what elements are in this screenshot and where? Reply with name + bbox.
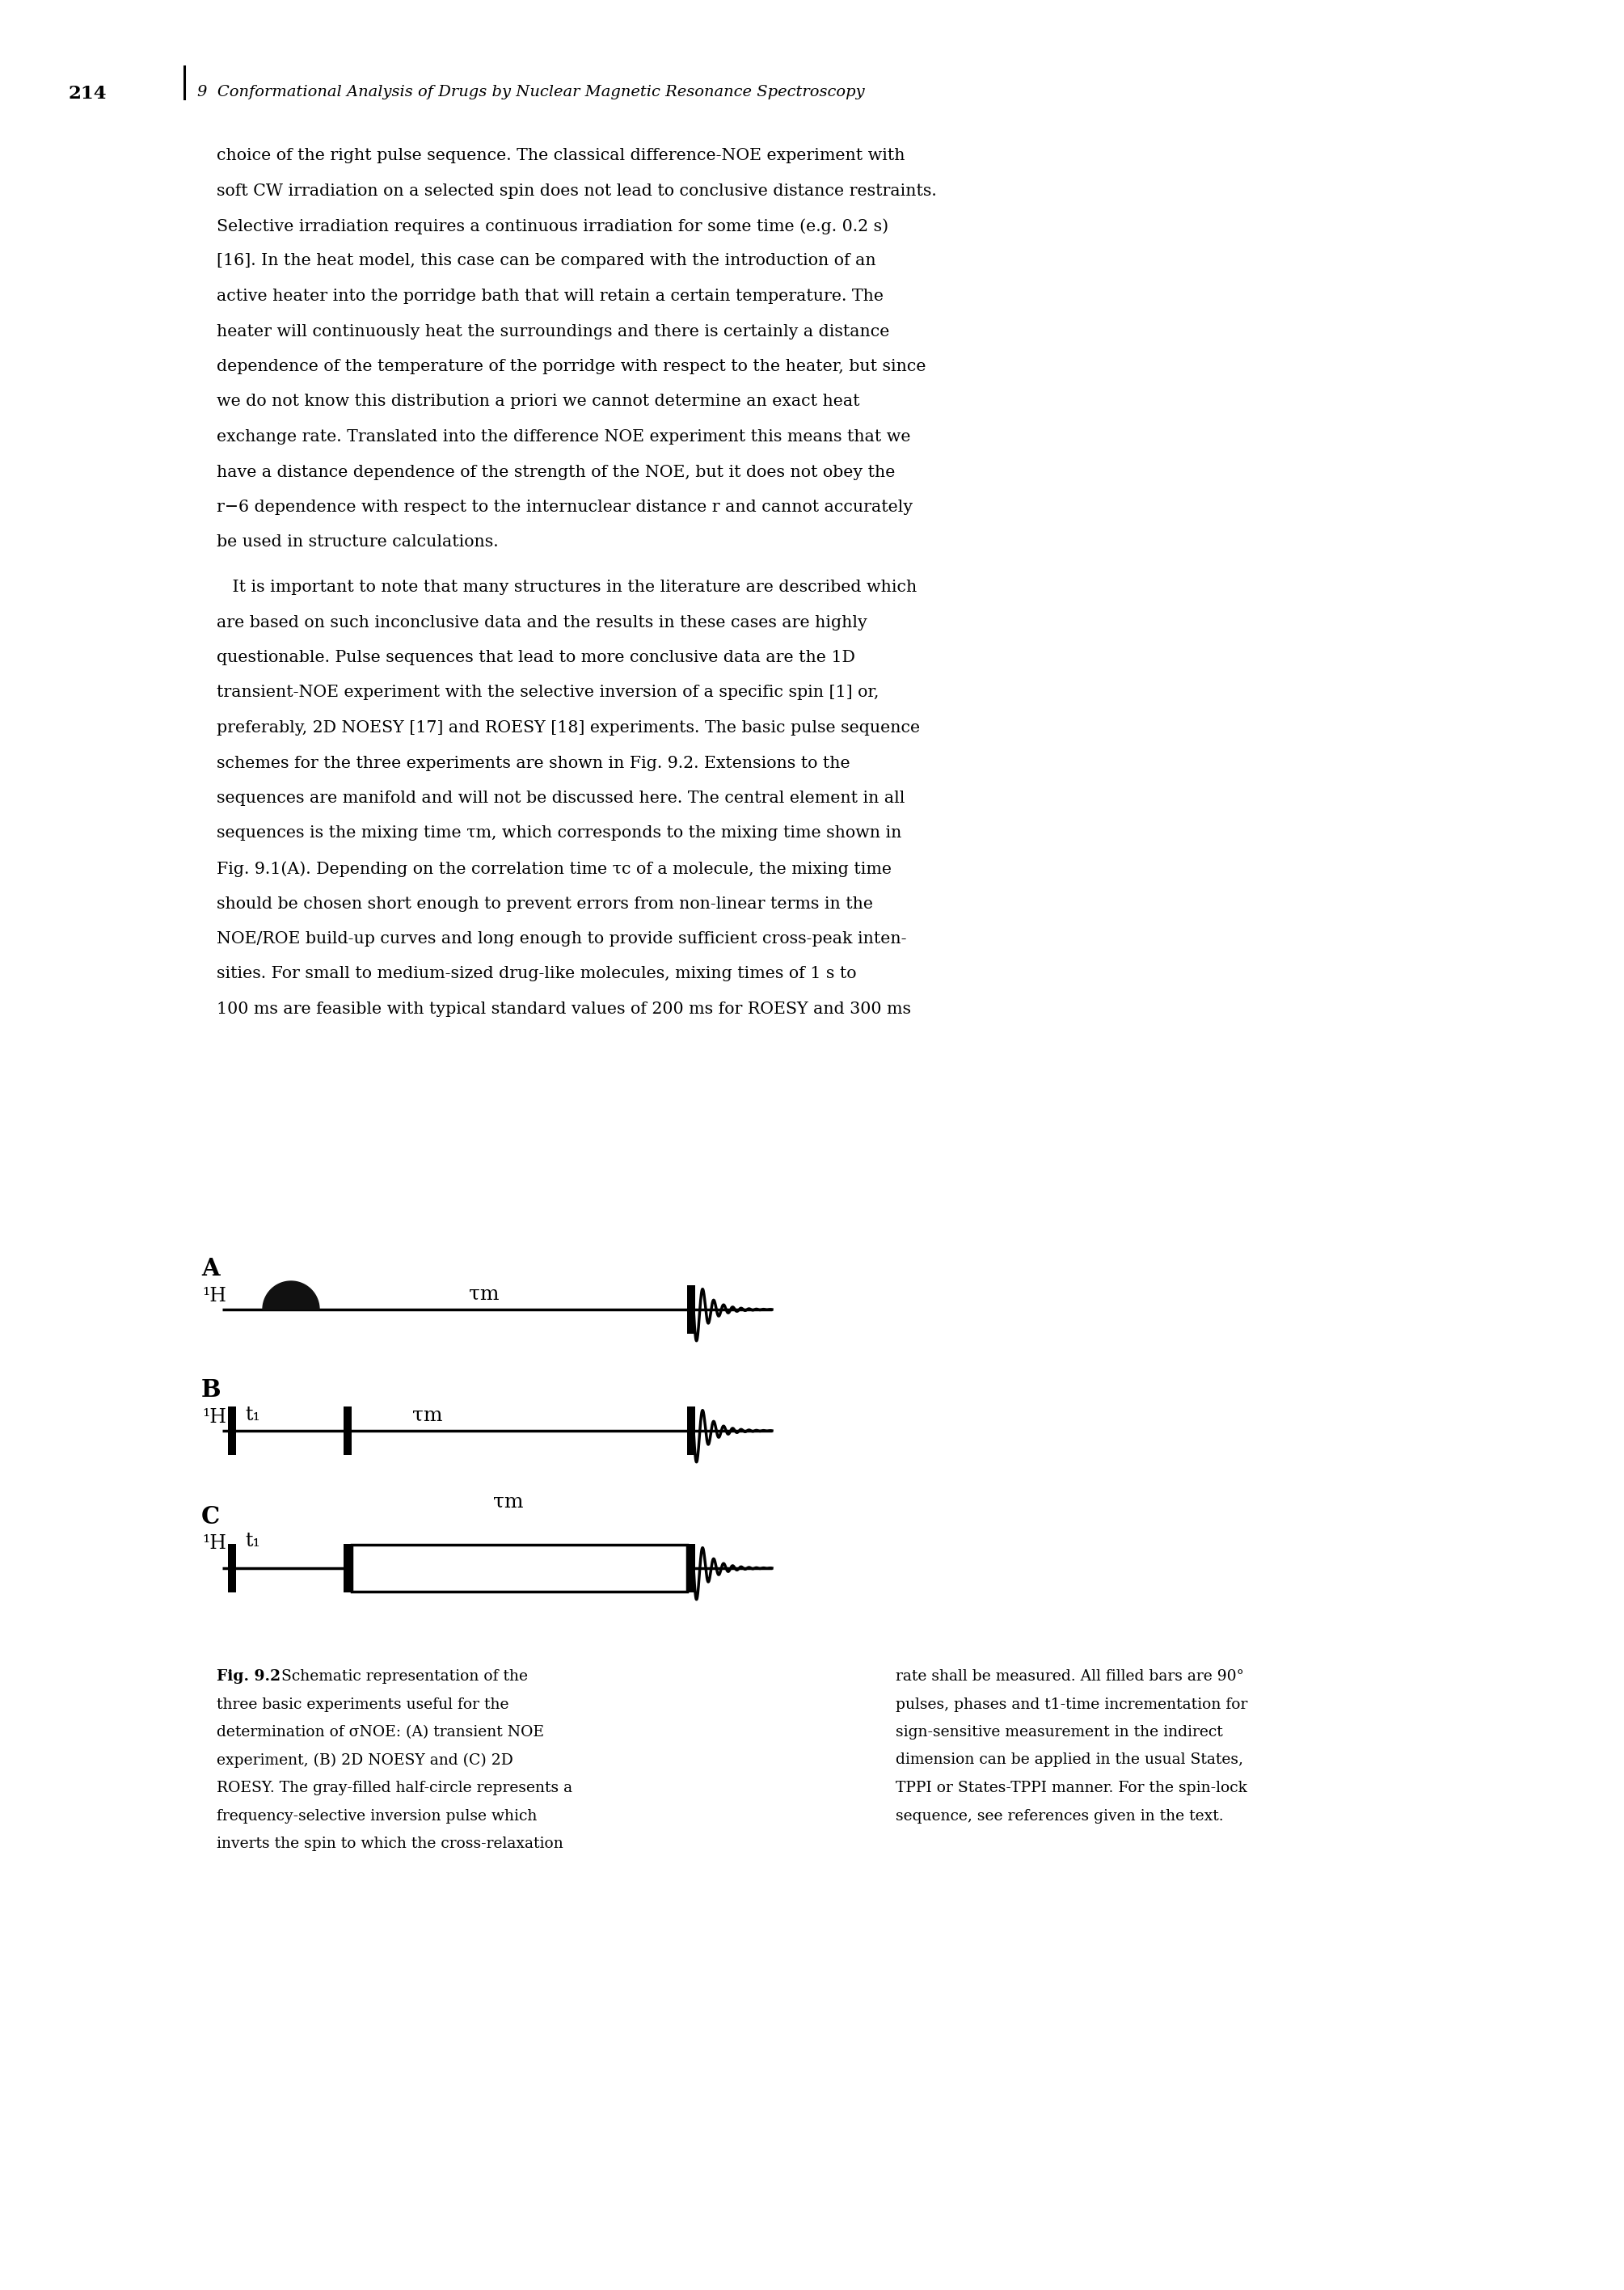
Text: τm: τm <box>469 1285 499 1303</box>
Text: active heater into the porridge bath that will retain a certain temperature. The: active heater into the porridge bath tha… <box>216 289 883 305</box>
Text: determination of σNOE: (A) transient NOE: determination of σNOE: (A) transient NOE <box>216 1724 544 1740</box>
Text: frequency-selective inversion pulse which: frequency-selective inversion pulse whic… <box>216 1809 538 1823</box>
Bar <box>352 1546 687 1592</box>
Text: τm: τm <box>494 1493 523 1511</box>
Text: ¹H: ¹H <box>201 1408 226 1427</box>
Text: C: C <box>201 1505 219 1527</box>
Text: dependence of the temperature of the porridge with respect to the heater, but si: dependence of the temperature of the por… <box>216 360 926 373</box>
Text: TPPI or States-TPPI manner. For the spin-lock: TPPI or States-TPPI manner. For the spin… <box>896 1782 1247 1795</box>
Bar <box>227 1543 235 1592</box>
Text: three basic experiments useful for the: three basic experiments useful for the <box>216 1697 508 1711</box>
Text: Selective irradiation requires a continuous irradiation for some time (e.g. 0.2 : Selective irradiation requires a continu… <box>216 218 888 234</box>
Text: sequence, see references given in the text.: sequence, see references given in the te… <box>896 1809 1223 1823</box>
Text: ¹H: ¹H <box>201 1534 226 1553</box>
Text: dimension can be applied in the usual States,: dimension can be applied in the usual St… <box>896 1752 1244 1768</box>
Text: sign-sensitive measurement in the indirect: sign-sensitive measurement in the indire… <box>896 1724 1223 1740</box>
Text: have a distance dependence of the strength of the NOE, but it does not obey the: have a distance dependence of the streng… <box>216 465 895 479</box>
Text: sequences are manifold and will not be discussed here. The central element in al: sequences are manifold and will not be d… <box>216 790 905 806</box>
Text: t₁: t₁ <box>245 1532 260 1550</box>
Text: schemes for the three experiments are shown in Fig. 9.2. Extensions to the: schemes for the three experiments are sh… <box>216 756 849 772</box>
Text: exchange rate. Translated into the difference NOE experiment this means that we: exchange rate. Translated into the diffe… <box>216 428 911 444</box>
Text: 214: 214 <box>68 85 107 103</box>
Text: τm: τm <box>412 1406 443 1424</box>
Text: Fig. 9.2: Fig. 9.2 <box>216 1669 281 1683</box>
Text: questionable. Pulse sequences that lead to more conclusive data are the 1D: questionable. Pulse sequences that lead … <box>216 650 856 666</box>
Text: 9  Conformational Analysis of Drugs by Nuclear Magnetic Resonance Spectroscopy: 9 Conformational Analysis of Drugs by Nu… <box>197 85 864 98</box>
Text: sities. For small to medium-sized drug-like molecules, mixing times of 1 s to: sities. For small to medium-sized drug-l… <box>216 966 856 982</box>
Text: Fig. 9.1(A). Depending on the correlation time τc of a molecule, the mixing time: Fig. 9.1(A). Depending on the correlatio… <box>216 861 892 877</box>
Text: rate shall be measured. All filled bars are 90°: rate shall be measured. All filled bars … <box>896 1669 1244 1683</box>
Text: soft CW irradiation on a selected spin does not lead to conclusive distance rest: soft CW irradiation on a selected spin d… <box>216 183 937 199</box>
Text: ROESY. The gray-filled half-circle represents a: ROESY. The gray-filled half-circle repre… <box>216 1782 572 1795</box>
Bar <box>687 1406 695 1454</box>
Text: A: A <box>201 1257 219 1280</box>
Text: we do not know this distribution a priori we cannot determine an exact heat: we do not know this distribution a prior… <box>216 394 859 410</box>
Text: Schematic representation of the: Schematic representation of the <box>271 1669 528 1683</box>
Text: 100 ms are feasible with typical standard values of 200 ms for ROESY and 300 ms: 100 ms are feasible with typical standar… <box>216 1001 911 1017</box>
Text: transient-NOE experiment with the selective inversion of a specific spin [1] or,: transient-NOE experiment with the select… <box>216 685 879 701</box>
Text: B: B <box>201 1379 221 1401</box>
Text: heater will continuously heat the surroundings and there is certainly a distance: heater will continuously heat the surrou… <box>216 323 890 339</box>
Polygon shape <box>263 1280 320 1310</box>
Text: ¹H: ¹H <box>201 1287 226 1305</box>
Bar <box>687 1543 695 1592</box>
Text: inverts the spin to which the cross-relaxation: inverts the spin to which the cross-rela… <box>216 1837 564 1850</box>
Bar <box>227 1406 235 1454</box>
Text: are based on such inconclusive data and the results in these cases are highly: are based on such inconclusive data and … <box>216 614 867 630</box>
Text: t₁: t₁ <box>245 1406 260 1424</box>
Text: experiment, (B) 2D NOESY and (C) 2D: experiment, (B) 2D NOESY and (C) 2D <box>216 1752 513 1768</box>
Text: pulses, phases and t1-time incrementation for: pulses, phases and t1-time incrementatio… <box>896 1697 1247 1711</box>
Text: preferably, 2D NOESY [17] and ROESY [18] experiments. The basic pulse sequence: preferably, 2D NOESY [17] and ROESY [18]… <box>216 721 921 735</box>
Bar <box>344 1406 352 1454</box>
Text: be used in structure calculations.: be used in structure calculations. <box>216 534 499 550</box>
Text: SPINLOCK: SPINLOCK <box>486 1559 565 1576</box>
Text: r−6 dependence with respect to the internuclear distance r and cannot accurately: r−6 dependence with respect to the inter… <box>216 499 913 515</box>
Text: [16]. In the heat model, this case can be compared with the introduction of an: [16]. In the heat model, this case can b… <box>216 254 875 268</box>
Text: should be chosen short enough to prevent errors from non-linear terms in the: should be chosen short enough to prevent… <box>216 895 874 911</box>
Bar <box>344 1543 352 1592</box>
Text: It is important to note that many structures in the literature are described whi: It is important to note that many struct… <box>216 579 918 595</box>
Bar <box>687 1285 695 1333</box>
Text: choice of the right pulse sequence. The classical difference-NOE experiment with: choice of the right pulse sequence. The … <box>216 149 905 163</box>
Text: NOE/ROE build-up curves and long enough to provide sufficient cross-peak inten-: NOE/ROE build-up curves and long enough … <box>216 932 906 946</box>
Text: sequences is the mixing time τm, which corresponds to the mixing time shown in: sequences is the mixing time τm, which c… <box>216 827 901 840</box>
